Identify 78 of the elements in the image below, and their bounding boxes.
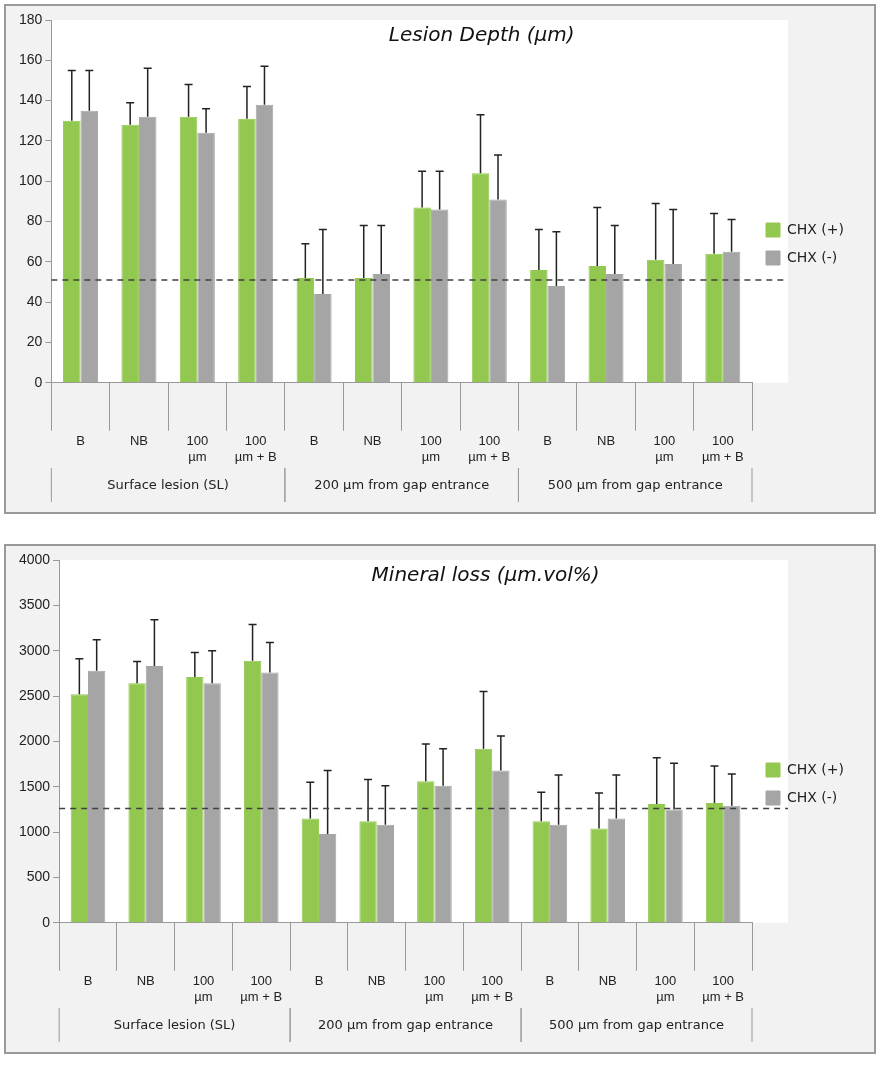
bar xyxy=(648,803,666,923)
y-tick-label: 1500 xyxy=(18,777,51,794)
y-tick-label: 2500 xyxy=(18,686,51,703)
bar xyxy=(530,269,548,383)
text: 200 µm from gap entrance xyxy=(314,477,490,493)
chart-title: Mineral loss (µm.vol%) xyxy=(371,562,600,587)
legend-label: CHX (+) xyxy=(787,760,844,777)
y-tick-label: 0 xyxy=(42,913,51,930)
bar xyxy=(705,253,723,383)
x-tick-label: B xyxy=(83,973,93,989)
y-tick-label: 80 xyxy=(26,212,43,229)
y-tick-label: 0 xyxy=(34,373,43,390)
bar xyxy=(301,818,319,923)
bar xyxy=(532,821,550,923)
x-tick-label: 100 µm + B xyxy=(471,973,514,1004)
text: Surface lesion (SL) xyxy=(113,1017,236,1033)
y-tick-label: 100 xyxy=(19,172,43,189)
x-tick-label: 100 µm + B xyxy=(701,433,744,464)
bar xyxy=(646,259,665,383)
y-tick-label: 500 xyxy=(26,868,51,885)
legend-label: CHX (-) xyxy=(787,248,838,265)
bar xyxy=(296,277,315,383)
x-tick-label: 100 µm + B xyxy=(468,433,511,464)
legend-label: CHX (+) xyxy=(787,220,844,237)
chart-title: Lesion Depth (µm) xyxy=(388,22,575,47)
y-tick-label: 1000 xyxy=(18,822,51,839)
bar xyxy=(359,821,377,923)
x-tick-label: NB xyxy=(598,973,617,989)
x-tick-label: B xyxy=(309,433,319,449)
y-tick-label: 120 xyxy=(19,131,43,148)
y-tick-label: 140 xyxy=(19,91,43,108)
y-tick-label: 2000 xyxy=(18,732,51,749)
text: Surface lesion (SL) xyxy=(107,477,229,493)
bar xyxy=(70,694,89,923)
bar xyxy=(238,118,256,383)
x-tick-label: NB xyxy=(129,433,148,449)
y-tick-label: 180 xyxy=(19,10,43,27)
x-tick-label: 100 µm xyxy=(186,433,209,464)
bar xyxy=(354,277,373,383)
x-tick-label: B xyxy=(545,973,555,989)
x-tick-label: NB xyxy=(597,433,616,449)
x-tick-label: NB xyxy=(363,433,382,449)
y-tick-label: 3000 xyxy=(18,641,51,658)
bar xyxy=(179,116,198,383)
y-tick-label: 40 xyxy=(26,293,43,310)
x-tick-label: 100 µm xyxy=(420,433,442,464)
y-tick-label: 160 xyxy=(19,51,43,68)
text: 200 µm from gap entrance xyxy=(318,1017,494,1033)
bar xyxy=(590,828,608,923)
x-tick-label: 100 µm + B xyxy=(234,433,277,464)
x-tick-label: 100 µm xyxy=(423,973,446,1004)
x-tick-label: 100 µm xyxy=(653,433,676,464)
bar xyxy=(121,124,139,383)
x-tick-label: 100 µm xyxy=(192,973,215,1004)
x-tick-label: 100 µm + B xyxy=(702,973,745,1004)
bar xyxy=(417,781,435,923)
x-tick-label: B xyxy=(543,433,552,449)
x-tick-label: NB xyxy=(136,973,155,989)
y-tick-label: 3500 xyxy=(18,596,51,613)
bar xyxy=(186,677,204,923)
text: 500 µm from gap entrance xyxy=(549,1017,725,1033)
x-tick-label: NB xyxy=(367,973,386,989)
bar xyxy=(474,748,493,923)
y-tick-label: 20 xyxy=(26,333,43,350)
x-tick-label: B xyxy=(314,973,324,989)
bar xyxy=(243,660,262,923)
bar xyxy=(128,683,146,923)
x-tick-label: B xyxy=(76,433,85,449)
y-tick-label: 4000 xyxy=(18,550,51,567)
bar xyxy=(588,265,607,383)
text: 500 µm from gap entrance xyxy=(547,477,723,493)
legend-label: CHX (-) xyxy=(787,788,838,805)
bar xyxy=(413,207,431,383)
bar xyxy=(471,173,490,383)
bar xyxy=(705,803,724,923)
y-tick-label: 60 xyxy=(26,252,43,269)
x-tick-label: 100 µm + B xyxy=(240,973,283,1004)
x-tick-label: 100 µm xyxy=(654,973,677,1004)
